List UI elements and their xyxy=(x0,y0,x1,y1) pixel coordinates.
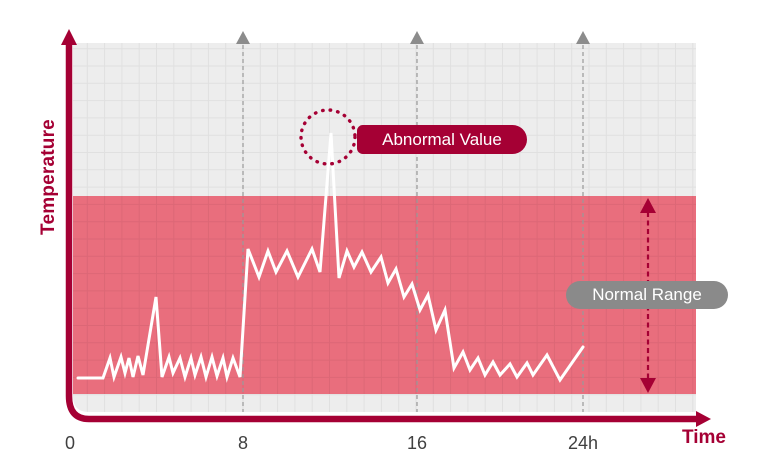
guide-8h xyxy=(236,31,250,412)
x-tick-label-24h: 24h xyxy=(567,433,599,453)
x-tick-label-0h: 0 xyxy=(64,433,76,453)
abnormal-value-circle-icon xyxy=(299,108,357,166)
y-axis-title: Temperature xyxy=(38,119,59,235)
abnormal-value-pill: Abnormal Value xyxy=(357,125,527,154)
guide-arrow-icon xyxy=(410,31,424,44)
x-axis-arrow-icon xyxy=(696,411,711,427)
x-tick-label-8h: 8 xyxy=(237,433,249,453)
guide-24h xyxy=(576,31,590,412)
range-arrow-up-icon xyxy=(640,198,656,213)
y-axis-arrow-icon xyxy=(61,29,77,45)
range-arrow-down-icon xyxy=(640,378,656,393)
temperature-line xyxy=(76,132,585,383)
guide-arrow-icon xyxy=(576,31,590,44)
guide-arrow-icon xyxy=(236,31,250,44)
x-axis-title: Time xyxy=(681,427,727,448)
normal-range-label: Normal Range xyxy=(592,285,702,304)
axes-line xyxy=(65,42,697,423)
guide-16h xyxy=(410,31,424,412)
normal-range-pill: Normal Range xyxy=(566,281,728,309)
x-tick-label-16h: 16 xyxy=(406,433,428,453)
abnormal-value-label: Abnormal Value xyxy=(382,129,502,149)
normal-range-extent-arrow xyxy=(640,198,656,393)
